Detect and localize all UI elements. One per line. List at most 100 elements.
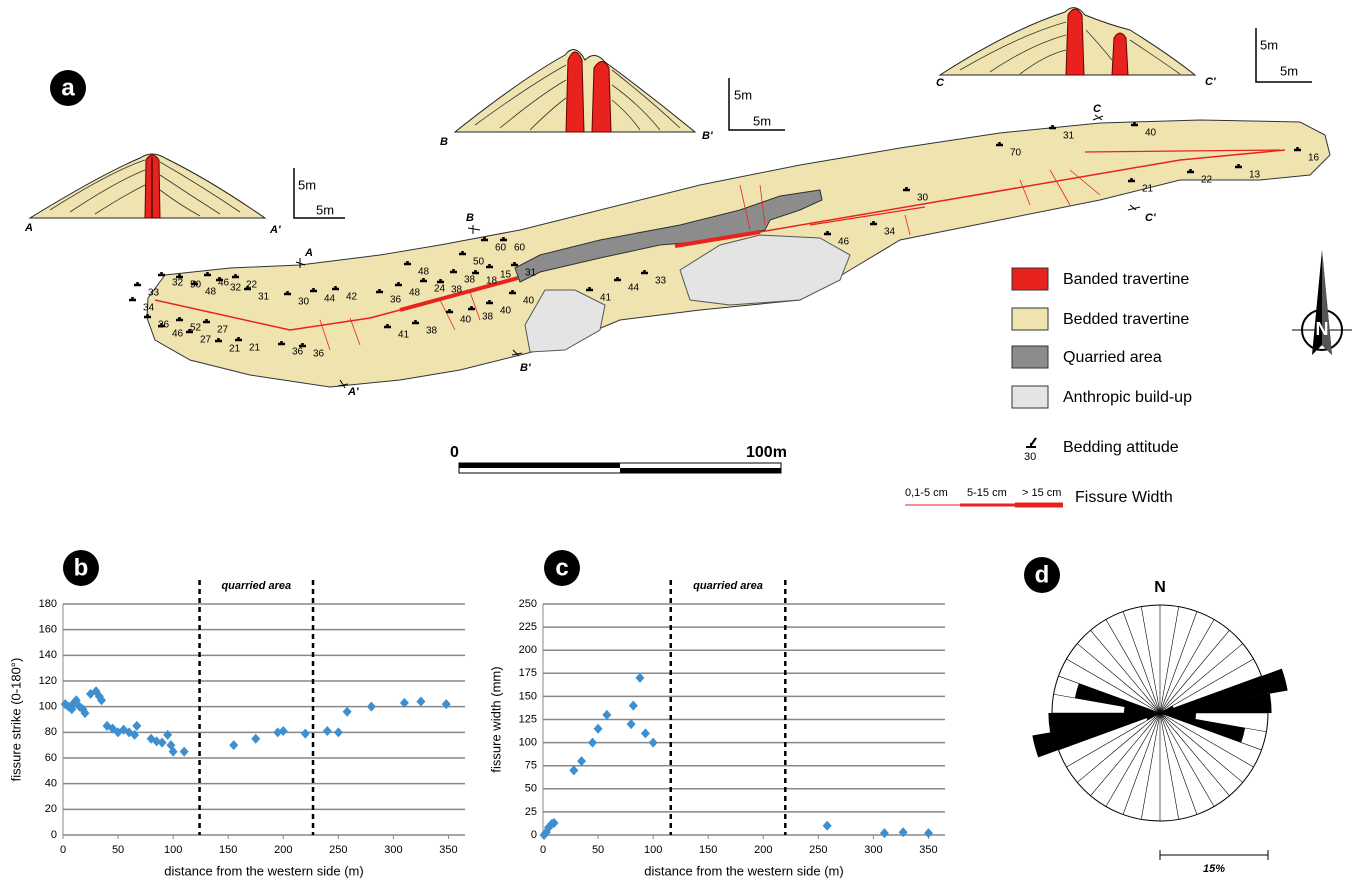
- north-arrow: N: [1292, 250, 1352, 355]
- y-tick-label: 0: [51, 829, 57, 841]
- charts: b020406080100120140160180050100150200250…: [8, 550, 1287, 878]
- legend-label: Anthropic build-up: [1063, 389, 1192, 406]
- x-tick-label: 300: [384, 844, 402, 856]
- x-tick-label: 150: [699, 844, 717, 856]
- dip-value: 24: [434, 284, 446, 295]
- x-tick-label: 350: [439, 844, 457, 856]
- point: [602, 710, 611, 720]
- y-axis-label: fissure strike (0-180°): [8, 658, 23, 782]
- point: [334, 727, 343, 737]
- point: [180, 747, 189, 757]
- dip-symbol: [129, 297, 136, 300]
- dip-value: 60: [514, 243, 526, 254]
- dip-value: 15: [500, 270, 512, 281]
- y-tick-label: 180: [39, 598, 57, 610]
- point: [163, 730, 172, 740]
- y-tick-label: 20: [45, 803, 57, 815]
- scale-h: 5m: [316, 202, 334, 217]
- section-start: C: [936, 77, 945, 89]
- point: [924, 828, 933, 838]
- dip-value: 46: [838, 237, 850, 248]
- point: [301, 729, 310, 739]
- dip-value: 27: [200, 335, 212, 346]
- legend-label: Banded travertine: [1063, 271, 1189, 288]
- panel-label: a: [61, 74, 75, 101]
- dip-value: 38: [426, 326, 438, 337]
- x-tick-label: 50: [112, 844, 124, 856]
- x-axis-label: distance from the western side (m): [164, 863, 363, 878]
- point: [880, 828, 889, 838]
- dip-value: 48: [409, 288, 421, 299]
- scale-h: 5m: [753, 113, 771, 128]
- y-tick-label: 60: [45, 752, 57, 764]
- section-end: A': [269, 224, 281, 236]
- bedding-example: 30: [1024, 451, 1036, 463]
- trace-label: A: [304, 247, 313, 259]
- dip-value: 33: [148, 288, 160, 299]
- trace-label: B: [466, 212, 474, 224]
- dip-value: 13: [1249, 170, 1261, 181]
- dip-value: 44: [324, 294, 336, 305]
- panel-label: b: [74, 554, 89, 581]
- section-start: A: [24, 222, 33, 234]
- trace-label: A': [347, 386, 359, 398]
- dip-value: 31: [525, 268, 537, 279]
- dip-value: 18: [486, 276, 498, 287]
- y-tick-label: 100: [39, 701, 57, 713]
- point: [588, 738, 597, 748]
- dip-value: 40: [523, 296, 535, 307]
- dip-value: 21: [1142, 184, 1154, 195]
- point: [569, 765, 578, 775]
- dip-value: 36: [390, 295, 402, 306]
- y-tick-label: 250: [519, 598, 537, 610]
- y-tick-label: 120: [39, 675, 57, 687]
- dip-value: 50: [473, 257, 485, 268]
- dip-value: 27: [217, 325, 229, 336]
- dip-value: 21: [229, 344, 241, 355]
- y-tick-label: 150: [519, 690, 537, 702]
- point: [823, 821, 832, 831]
- scale-v: 5m: [298, 177, 316, 192]
- y-tick-label: 100: [519, 737, 537, 749]
- point: [367, 702, 376, 712]
- section-end: C': [1205, 76, 1216, 88]
- dip-value: 40: [500, 306, 512, 317]
- figure: a A A' B B' C C' 5m 5m 5m 5m 5m 5m 33343…: [0, 0, 1354, 883]
- point: [627, 719, 636, 729]
- dip-symbol: [134, 282, 141, 285]
- dip-value: 46: [172, 329, 184, 340]
- section-a: [30, 154, 265, 218]
- x-tick-label: 200: [274, 844, 292, 856]
- legend-label: Bedding attitude: [1063, 439, 1179, 456]
- scale-bar: 0 100m: [450, 444, 787, 473]
- dip-value: 32: [230, 283, 242, 294]
- dip-value: 41: [398, 330, 410, 341]
- dip-value: 42: [346, 292, 358, 303]
- legend-swatch: [1012, 268, 1048, 290]
- point: [416, 697, 425, 707]
- x-tick-label: 100: [644, 844, 662, 856]
- x-tick-label: 250: [329, 844, 347, 856]
- y-tick-label: 200: [519, 644, 537, 656]
- scale-v: 5m: [734, 87, 752, 102]
- trace-label: C': [1145, 212, 1156, 224]
- dip-value: 41: [600, 293, 612, 304]
- dip-value: 40: [1145, 128, 1157, 139]
- x-tick-label: 300: [864, 844, 882, 856]
- scale-label: 0: [450, 444, 459, 461]
- y-tick-label: 50: [525, 783, 537, 795]
- point: [641, 728, 650, 738]
- dip-value: 22: [1201, 175, 1213, 186]
- y-tick-label: 75: [525, 760, 537, 772]
- point: [229, 740, 238, 750]
- x-tick-label: 150: [219, 844, 237, 856]
- point: [343, 707, 352, 717]
- y-tick-label: 160: [39, 624, 57, 636]
- legend: Banded travertine Bedded travertine Quar…: [905, 268, 1192, 506]
- fissure-class: 0,1-5 cm: [905, 487, 948, 499]
- scale-label: 15%: [1203, 863, 1225, 875]
- dip-value: 40: [460, 315, 472, 326]
- dip-value: 38: [451, 285, 463, 296]
- dip-value: 60: [495, 243, 507, 254]
- x-tick-label: 0: [540, 844, 546, 856]
